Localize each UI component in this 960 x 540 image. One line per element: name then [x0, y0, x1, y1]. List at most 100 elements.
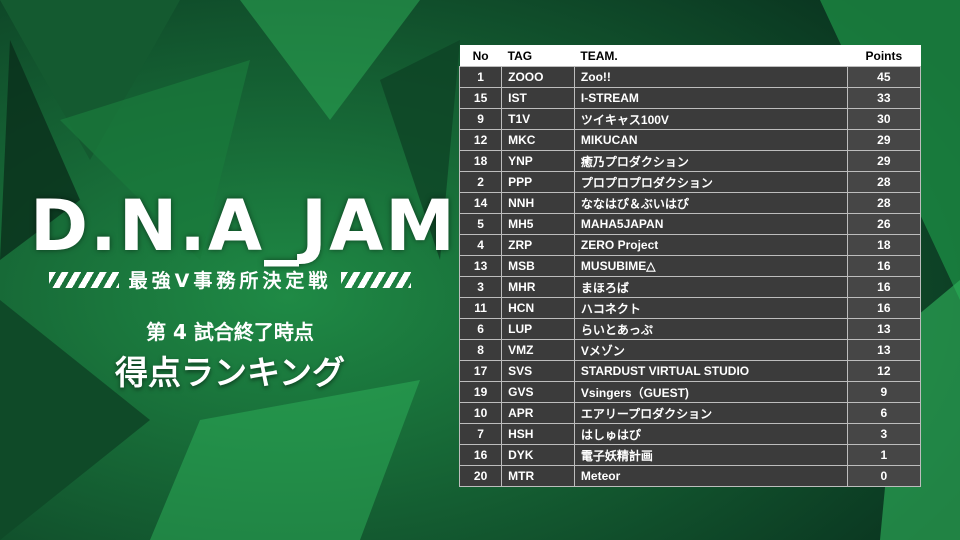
column-header: Points	[847, 45, 921, 67]
team-name: まほろば	[573, 276, 848, 298]
team-tag: NNH	[501, 192, 575, 214]
rank-no: 5	[458, 213, 503, 235]
rank-no: 7	[458, 423, 503, 445]
table-row: 4 ZRP ZERO Project 18	[458, 234, 922, 256]
table-row: 5 MH5 MAHA5JAPAN 26	[458, 213, 922, 235]
team-name: STARDUST VIRTUAL STUDIO	[573, 360, 848, 382]
table-row: 20 MTR Meteor 0	[458, 465, 922, 487]
table-row: 1 ZOOO Zoo!! 45	[458, 66, 922, 88]
team-tag: GVS	[501, 381, 575, 403]
table-row: 3 MHR まほろば 16	[458, 276, 922, 298]
points: 12	[846, 360, 922, 382]
logo: D.N.A_JAM 最強V事務所決定戦	[30, 185, 457, 293]
points: 29	[846, 150, 922, 172]
points: 29	[846, 129, 922, 151]
rank-no: 9	[458, 108, 503, 130]
team-name: 癒乃プロダクション	[573, 150, 848, 172]
team-tag: APR	[501, 402, 575, 424]
team-name: Meteor	[573, 465, 848, 487]
team-name: Zoo!!	[573, 66, 848, 88]
team-tag: MSB	[501, 255, 575, 277]
team-name: MUSUBIME△	[573, 255, 848, 277]
points: 26	[846, 213, 922, 235]
team-name: はしゅはぴ	[573, 423, 848, 445]
points: 28	[846, 192, 922, 214]
team-name: ななはぴ＆ぶいはぴ	[573, 192, 848, 214]
points: 13	[846, 318, 922, 340]
rank-no: 8	[458, 339, 503, 361]
table-row: 12 MKC MIKUCAN 29	[458, 129, 922, 151]
points: 28	[846, 171, 922, 193]
team-name: ハコネクト	[573, 297, 848, 319]
table-head: No TAG TEAM. Points	[459, 45, 921, 67]
table-row: 6 LUP らいとあっぷ 13	[458, 318, 922, 340]
table-row: 9 T1V ツイキャス100V 30	[458, 108, 922, 130]
logo-title: D.N.A_JAM	[30, 185, 457, 267]
team-name: 電子妖精計画	[573, 444, 848, 466]
heading-line1: 第 4 試合終了時点	[146, 320, 314, 344]
rank-no: 14	[458, 192, 503, 214]
team-name: プロプロプロダクション	[573, 171, 848, 193]
team-name: Vメゾン	[573, 339, 848, 361]
team-name: MAHA5JAPAN	[573, 213, 848, 235]
team-name: エアリープロダクション	[573, 402, 848, 424]
team-tag: MKC	[501, 129, 575, 151]
team-tag: T1V	[501, 108, 575, 130]
stripe	[48, 271, 119, 288]
team-name: ツイキャス100V	[573, 108, 848, 130]
table-row: 7 HSH はしゅはぴ 3	[458, 423, 922, 445]
header-row: No TAG TEAM. Points	[459, 45, 921, 67]
rank-no: 1	[458, 66, 503, 88]
team-tag: ZRP	[501, 234, 575, 256]
team-tag: MTR	[501, 465, 575, 487]
heading-line2: 得点ランキング	[114, 353, 345, 392]
rank-no: 12	[458, 129, 503, 151]
team-tag: HCN	[501, 297, 575, 319]
table-row: 10 APR エアリープロダクション 6	[458, 402, 922, 424]
rank-no: 4	[458, 234, 503, 256]
points: 16	[846, 276, 922, 298]
points: 0	[846, 465, 922, 487]
table-row: 15 IST I-STREAM 33	[458, 87, 922, 109]
rank-no: 16	[458, 444, 503, 466]
table-row: 16 DYK 電子妖精計画 1	[458, 444, 922, 466]
points: 30	[846, 108, 922, 130]
team-tag: SVS	[501, 360, 575, 382]
points: 45	[846, 66, 922, 88]
table-row: 13 MSB MUSUBIME△ 16	[458, 255, 922, 277]
points: 16	[846, 255, 922, 277]
table-row: 2 PPP プロプロプロダクション 28	[458, 171, 922, 193]
rank-no: 18	[458, 150, 503, 172]
table-row: 17 SVS STARDUST VIRTUAL STUDIO 12	[458, 360, 922, 382]
rank-no: 3	[458, 276, 503, 298]
rank-no: 19	[458, 381, 503, 403]
points: 33	[846, 87, 922, 109]
rank-no: 10	[458, 402, 503, 424]
stripe	[341, 271, 412, 288]
team-tag: ZOOO	[501, 66, 575, 88]
team-tag: YNP	[501, 150, 575, 172]
team-name: MIKUCAN	[573, 129, 848, 151]
table-row: 8 VMZ Vメゾン 13	[458, 339, 922, 361]
rank-no: 17	[458, 360, 503, 382]
table-row: 14 NNH ななはぴ＆ぶいはぴ 28	[458, 192, 922, 214]
points: 16	[846, 297, 922, 319]
team-tag: MHR	[501, 276, 575, 298]
table-body: 1 ZOOO Zoo!! 45 15 IST I-STREAM 33 9 T1V ツイキャス100V…	[458, 66, 922, 487]
team-name: ZERO Project	[573, 234, 848, 256]
rank-no: 13	[458, 255, 503, 277]
table-row: 11 HCN ハコネクト 16	[458, 297, 922, 319]
points: 3	[846, 423, 922, 445]
rank-no: 20	[458, 465, 503, 487]
team-name: I-STREAM	[573, 87, 848, 109]
rank-no: 15	[458, 87, 503, 109]
team-tag: MH5	[501, 213, 575, 235]
team-tag: HSH	[501, 423, 575, 445]
column-header: No	[459, 45, 502, 67]
table-row: 19 GVS Vsingers（GUEST) 9	[458, 381, 922, 403]
team-tag: PPP	[501, 171, 575, 193]
points: 1	[846, 444, 922, 466]
points: 6	[846, 402, 922, 424]
team-name: Vsingers（GUEST)	[573, 381, 848, 403]
team-tag: DYK	[501, 444, 575, 466]
